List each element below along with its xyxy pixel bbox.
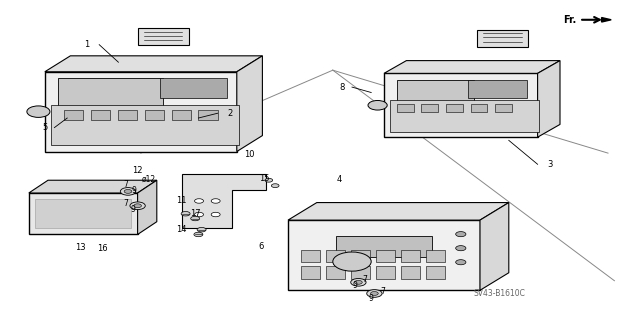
Bar [401,266,420,279]
Circle shape [124,189,132,193]
Bar [138,28,189,46]
Polygon shape [538,61,560,137]
Circle shape [456,232,466,237]
Polygon shape [384,61,560,73]
Circle shape [265,178,273,182]
Circle shape [134,204,141,208]
Polygon shape [138,180,157,234]
Bar [198,110,218,120]
Bar [326,249,345,262]
Polygon shape [288,203,509,220]
Text: SV43-B1610C: SV43-B1610C [473,289,525,298]
Text: 11: 11 [176,197,186,205]
Text: 12: 12 [132,166,143,175]
Text: 17: 17 [190,209,200,218]
Bar [426,249,445,262]
Circle shape [355,280,362,284]
Text: 2: 2 [228,109,233,118]
Circle shape [351,278,366,286]
Circle shape [27,106,50,117]
Circle shape [120,188,136,195]
Bar [64,110,83,120]
Bar [351,266,370,279]
Circle shape [211,199,220,203]
Circle shape [367,290,382,297]
Bar [390,100,540,132]
Circle shape [195,199,204,203]
Text: 1: 1 [84,40,89,49]
Polygon shape [182,174,266,228]
Circle shape [333,252,371,271]
Text: 16: 16 [97,244,108,253]
Polygon shape [602,18,611,22]
Bar [477,30,528,47]
Circle shape [211,212,220,217]
Bar [45,72,237,152]
Bar [426,266,445,279]
Bar [351,249,370,262]
Bar [145,110,164,120]
Text: 7: 7 [124,180,129,189]
Text: 9: 9 [369,294,374,303]
Text: 4: 4 [337,175,342,184]
Circle shape [456,260,466,265]
Circle shape [195,212,204,217]
Circle shape [130,202,145,210]
Bar [376,249,395,262]
Circle shape [271,184,279,188]
Bar [160,78,227,98]
Text: 7: 7 [380,287,385,296]
Bar [172,110,191,120]
Bar [401,249,420,262]
Bar [301,266,320,279]
Text: 8: 8 [340,83,345,92]
Bar [376,266,395,279]
Text: 10: 10 [244,150,255,159]
Circle shape [191,216,200,221]
Text: 9: 9 [352,281,357,290]
Bar [118,110,137,120]
Text: ø12: ø12 [141,175,156,184]
Bar [51,105,239,145]
Bar [326,266,345,279]
Bar [35,199,131,228]
Text: 3: 3 [548,160,553,169]
Bar [397,80,474,102]
Circle shape [368,100,387,110]
Text: 6: 6 [259,242,264,251]
Text: Fr.: Fr. [563,15,576,25]
Circle shape [197,227,206,232]
Bar [470,104,488,112]
Circle shape [371,292,378,295]
Bar [397,104,413,112]
Circle shape [194,232,203,237]
Text: 7: 7 [124,199,129,208]
Polygon shape [237,56,262,152]
Text: 15: 15 [259,174,269,182]
Bar [446,104,463,112]
Text: 7: 7 [362,275,367,284]
Bar [29,193,138,234]
Polygon shape [29,180,157,193]
Bar [336,236,432,257]
Bar [495,104,512,112]
Circle shape [456,246,466,251]
Bar [58,78,163,106]
Text: 9: 9 [132,186,137,195]
Text: 9: 9 [130,205,135,214]
Bar [384,73,538,137]
Polygon shape [480,203,509,290]
Text: 5: 5 [42,123,47,132]
Polygon shape [45,56,262,72]
Bar [421,104,438,112]
Circle shape [181,211,190,216]
Bar [468,80,527,98]
Bar [301,249,320,262]
Text: 13: 13 [75,243,85,252]
Text: 14: 14 [176,225,186,234]
Bar [91,110,110,120]
Bar [288,220,480,290]
